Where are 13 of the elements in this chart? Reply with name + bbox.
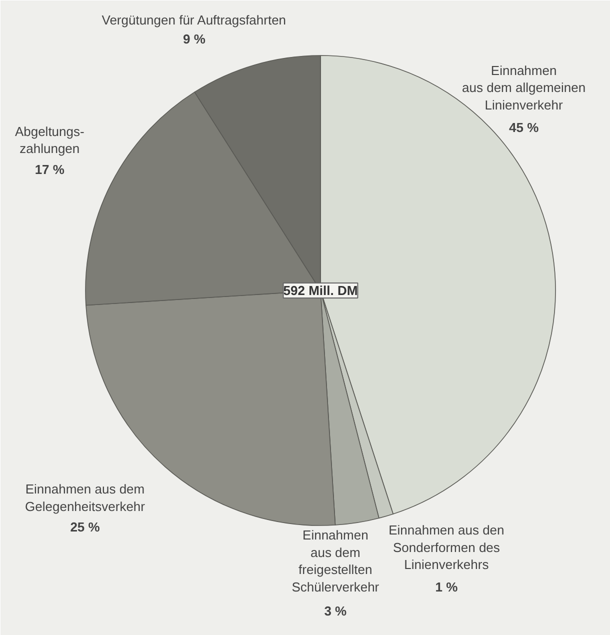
slice-label: Abgeltungs- zahlungen xyxy=(14,124,84,156)
data-label: 45 % xyxy=(509,120,540,135)
data-label: 25 % xyxy=(70,520,100,535)
slice-label: Einnahmen aus dem allgemeinen Linienverkehr xyxy=(462,62,586,112)
text: 592 Mill. DM xyxy=(283,283,358,298)
slice-label: Einnahmen aus den Sonderformen des Linienverkehrs xyxy=(388,522,504,572)
data-label: 3 % xyxy=(324,604,348,619)
data-label: 17 % xyxy=(34,162,65,177)
data-label: 9 % xyxy=(183,32,206,47)
slice-label: Vergütungen für Auftragsfahrten xyxy=(102,12,286,28)
slice-label: Einnahmen aus dem Gelegenheitsverkehr xyxy=(25,482,146,514)
data-label: 1 % xyxy=(435,580,458,595)
slice-label: Einnahmen aus dem freigestellten Schülerverkehr xyxy=(292,528,380,594)
